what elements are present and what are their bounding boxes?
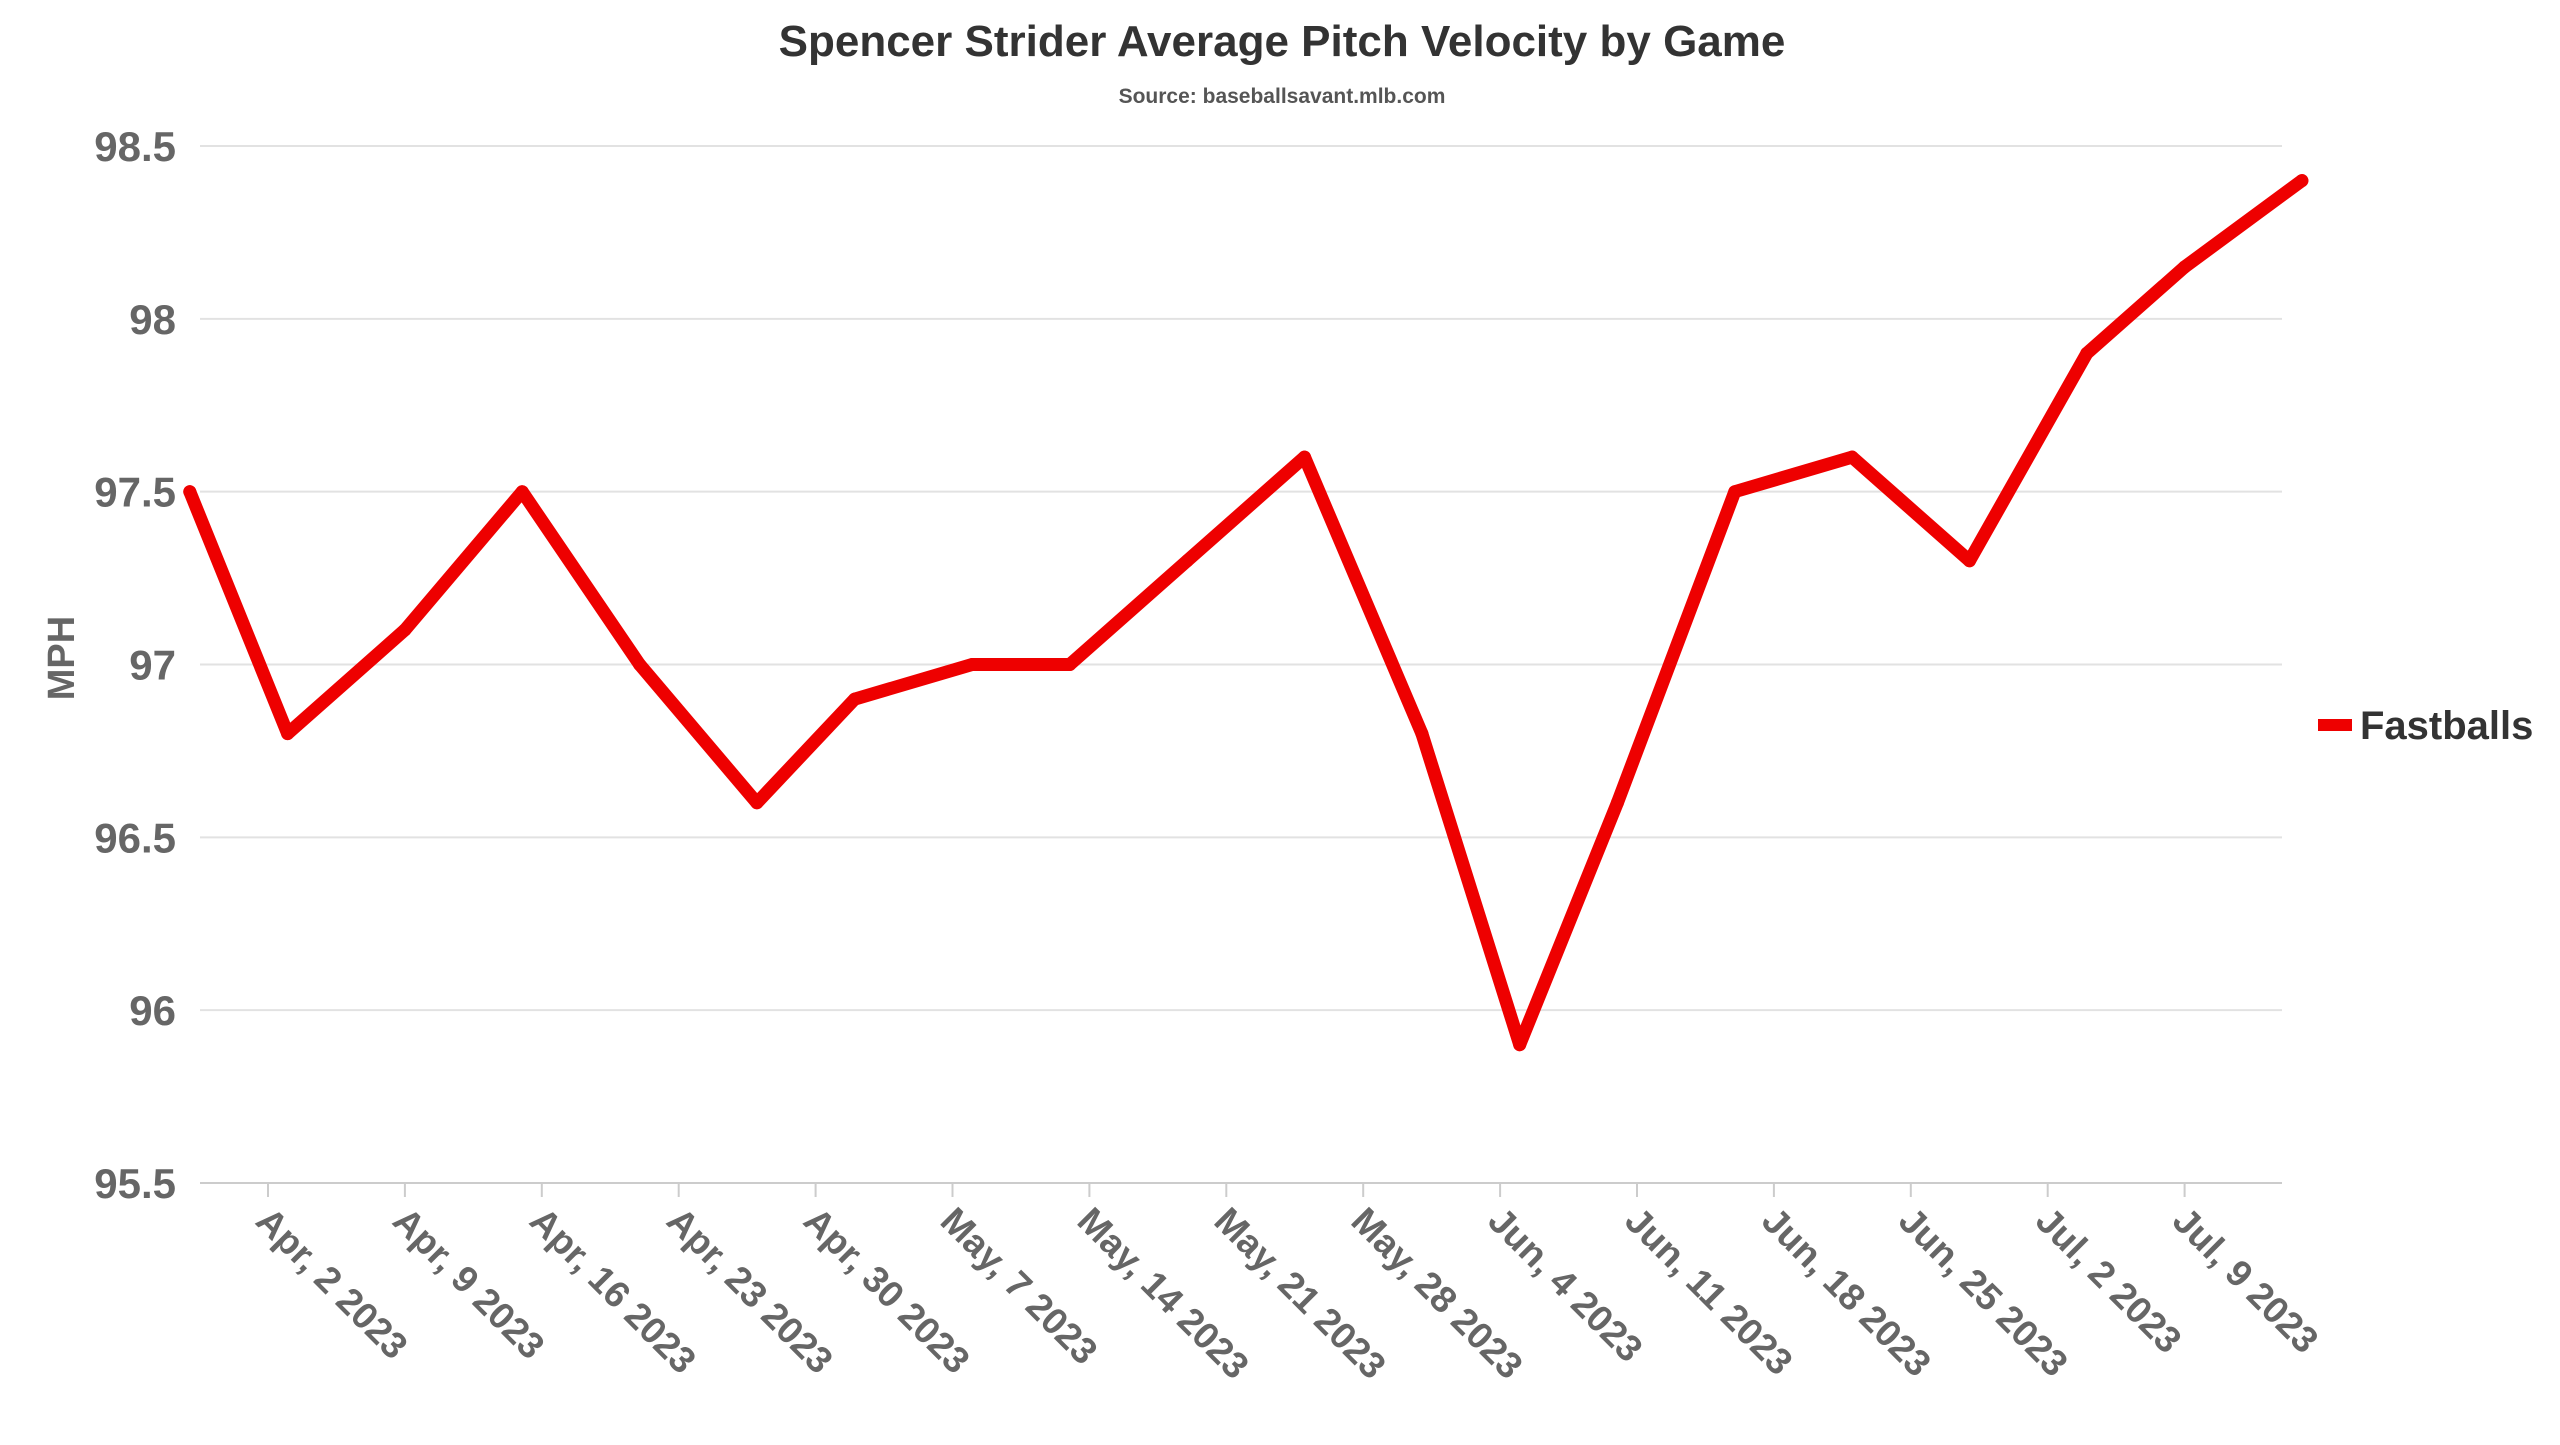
data-point	[1513, 1038, 1527, 1052]
y-tick-label: 97	[129, 642, 176, 689]
data-point	[2295, 174, 2309, 188]
y-tick-label: 97.5	[94, 469, 176, 516]
data-point	[281, 727, 295, 741]
data-point	[848, 692, 862, 706]
y-tick-label: 98.5	[94, 123, 176, 170]
data-point	[1963, 554, 1976, 568]
data-point	[183, 485, 197, 499]
data-point	[1415, 727, 1429, 741]
chart-subtitle: Source: baseballsavant.mlb.com	[1119, 85, 1446, 108]
data-point	[750, 796, 764, 810]
y-tick-label: 96.5	[94, 814, 176, 861]
y-axis-label: MPH	[41, 616, 83, 700]
y-tick-label: 95.5	[94, 1160, 176, 1207]
gridlines: 95.5 96 96.5 97 97.5 98 98.5	[94, 123, 2282, 1207]
y-tick-label: 98	[129, 296, 176, 343]
data-point	[1845, 450, 1859, 464]
data-point	[2080, 346, 2094, 360]
data-point	[1180, 554, 1194, 568]
data-point	[398, 623, 412, 637]
data-point	[1728, 485, 1742, 499]
legend-swatch-fastballs	[2318, 719, 2352, 731]
data-point	[633, 658, 647, 671]
legend: Fastballs	[2318, 704, 2533, 748]
data-point	[1063, 658, 1077, 671]
series-line-fastballs	[183, 174, 2309, 1052]
legend-label-fastballs: Fastballs	[2360, 704, 2533, 748]
y-tick-label: 96	[129, 987, 176, 1034]
data-point	[2178, 260, 2192, 274]
series-layer	[183, 174, 2309, 1052]
data-point	[1610, 796, 1624, 810]
data-point	[515, 485, 529, 499]
data-point	[965, 658, 979, 671]
x-tick-label: Jul, 9 2023	[2165, 1200, 2326, 1361]
chart-title: Spencer Strider Average Pitch Velocity b…	[779, 17, 1786, 66]
data-point	[1298, 450, 1311, 464]
